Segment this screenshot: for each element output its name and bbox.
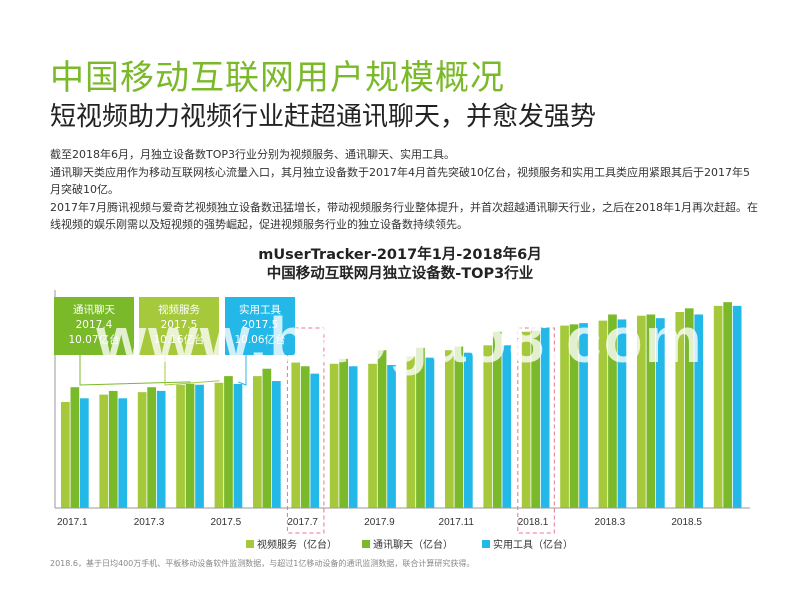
bar (233, 384, 243, 508)
bar (176, 384, 185, 508)
callout-connector (238, 355, 247, 386)
bar (521, 331, 531, 508)
page-title: 中国移动互联网用户规模概况 (50, 58, 505, 98)
bar (406, 356, 416, 508)
bar (262, 368, 272, 508)
chart-subtitle: 中国移动互联网月独立设备数-TOP3行业 (266, 266, 534, 282)
bar (713, 305, 723, 508)
highlight-box (517, 327, 555, 534)
bar (310, 373, 320, 508)
bar (531, 330, 540, 508)
chart-title-block: mUserTracker-2017年1月-2018年6月 中国移动互联网月独立设… (200, 246, 600, 284)
bar (137, 392, 147, 508)
bar (118, 398, 128, 508)
bar (339, 358, 348, 508)
callout-text: 10.07亿台 (68, 333, 119, 346)
bar (291, 362, 301, 508)
bar (579, 323, 588, 508)
summary-paragraph: 通讯聊天类应用作为移动互联网核心流量入口，其月独立设备数于2017年4月首先突破… (50, 165, 750, 197)
legend-label: 视频服务（亿台） (257, 538, 337, 551)
bar (214, 382, 224, 508)
bar (300, 366, 310, 508)
bar (492, 331, 502, 508)
callout-box (225, 297, 295, 355)
bar (454, 346, 464, 508)
bar (185, 383, 195, 508)
bar (445, 350, 454, 508)
summary-text: 截至2018年6月，月独立设备数TOP3行业分别为视频服务、通讯聊天、实用工具。… (50, 146, 760, 234)
bar (387, 365, 396, 508)
callout-connector (164, 355, 220, 386)
callout-text: 10.16亿台 (153, 333, 204, 346)
callout-box (54, 297, 134, 355)
bar (637, 315, 646, 508)
chart-title: mUserTracker-2017年1月-2018年6月 (258, 247, 542, 263)
callout-box (139, 297, 219, 355)
callout-text: 视频服务 (158, 303, 200, 316)
bar (598, 320, 608, 508)
bar (540, 328, 550, 508)
x-tick-label: 2017.11 (439, 517, 475, 528)
legend-swatch (246, 540, 254, 548)
x-tick-label: 2017.1 (57, 517, 88, 528)
x-tick-label: 2017.7 (287, 517, 318, 528)
bar (348, 366, 358, 508)
callout-text: 10.06亿台 (234, 333, 285, 346)
bar (723, 302, 732, 508)
bar (560, 325, 569, 508)
bar (416, 347, 425, 508)
x-tick-label: 2017.3 (134, 517, 165, 528)
source-note: 2018.6，基于日均400万手机、平板移动设备软件监测数据，与超过1亿移动设备… (50, 559, 475, 568)
callout-connector (79, 355, 191, 386)
legend-swatch (482, 540, 490, 548)
bar (195, 384, 204, 508)
bar (329, 363, 339, 508)
bar (617, 319, 627, 508)
bar (108, 390, 118, 508)
bar (483, 345, 493, 508)
bar (502, 345, 512, 508)
bar (368, 363, 377, 508)
summary-paragraph: 截至2018年6月，月独立设备数TOP3行业分别为视频服务、通讯聊天、实用工具。 (50, 148, 455, 161)
callout-text: 2017.4 (76, 319, 113, 331)
callout-text: 2017.5 (161, 319, 198, 331)
bar (694, 314, 704, 508)
bar (464, 352, 473, 508)
bar (99, 394, 109, 508)
bar (253, 376, 262, 508)
legend-swatch (362, 540, 370, 548)
legend-label: 通讯聊天（亿台） (373, 538, 453, 551)
page-subtitle: 短视频助力视频行业赶超通讯聊天，并愈发强势 (50, 102, 597, 132)
bar (70, 387, 80, 508)
bar (156, 390, 166, 508)
bar (147, 387, 156, 508)
bar (61, 402, 70, 508)
callout-text: 实用工具 (239, 303, 281, 316)
x-tick-label: 2018.5 (671, 517, 702, 528)
bar (646, 314, 656, 508)
bar (272, 381, 281, 508)
bar (675, 312, 685, 508)
highlight-box (286, 327, 325, 534)
summary-paragraph: 2017年7月腾讯视频与爱奇艺视频独立设备数迅猛增长，带动视频服务行业整体提升，… (50, 200, 758, 232)
bar (224, 376, 233, 508)
bar (732, 305, 742, 508)
bar (377, 350, 387, 508)
callout-text: 2017.5 (242, 319, 279, 331)
bar (425, 357, 435, 508)
bar (656, 318, 665, 508)
bar (608, 314, 617, 508)
x-tick-label: 2017.5 (211, 517, 242, 528)
bar (80, 398, 89, 508)
bar (569, 324, 579, 508)
x-tick-label: 2018.3 (595, 517, 626, 528)
watermark-text: www.baogao8.com (95, 304, 703, 376)
legend-label: 实用工具（亿台） (493, 538, 573, 551)
bar (684, 308, 694, 508)
x-tick-label: 2018.1 (518, 517, 549, 528)
callout-text: 通讯聊天 (73, 303, 115, 316)
x-tick-label: 2017.9 (364, 517, 395, 528)
